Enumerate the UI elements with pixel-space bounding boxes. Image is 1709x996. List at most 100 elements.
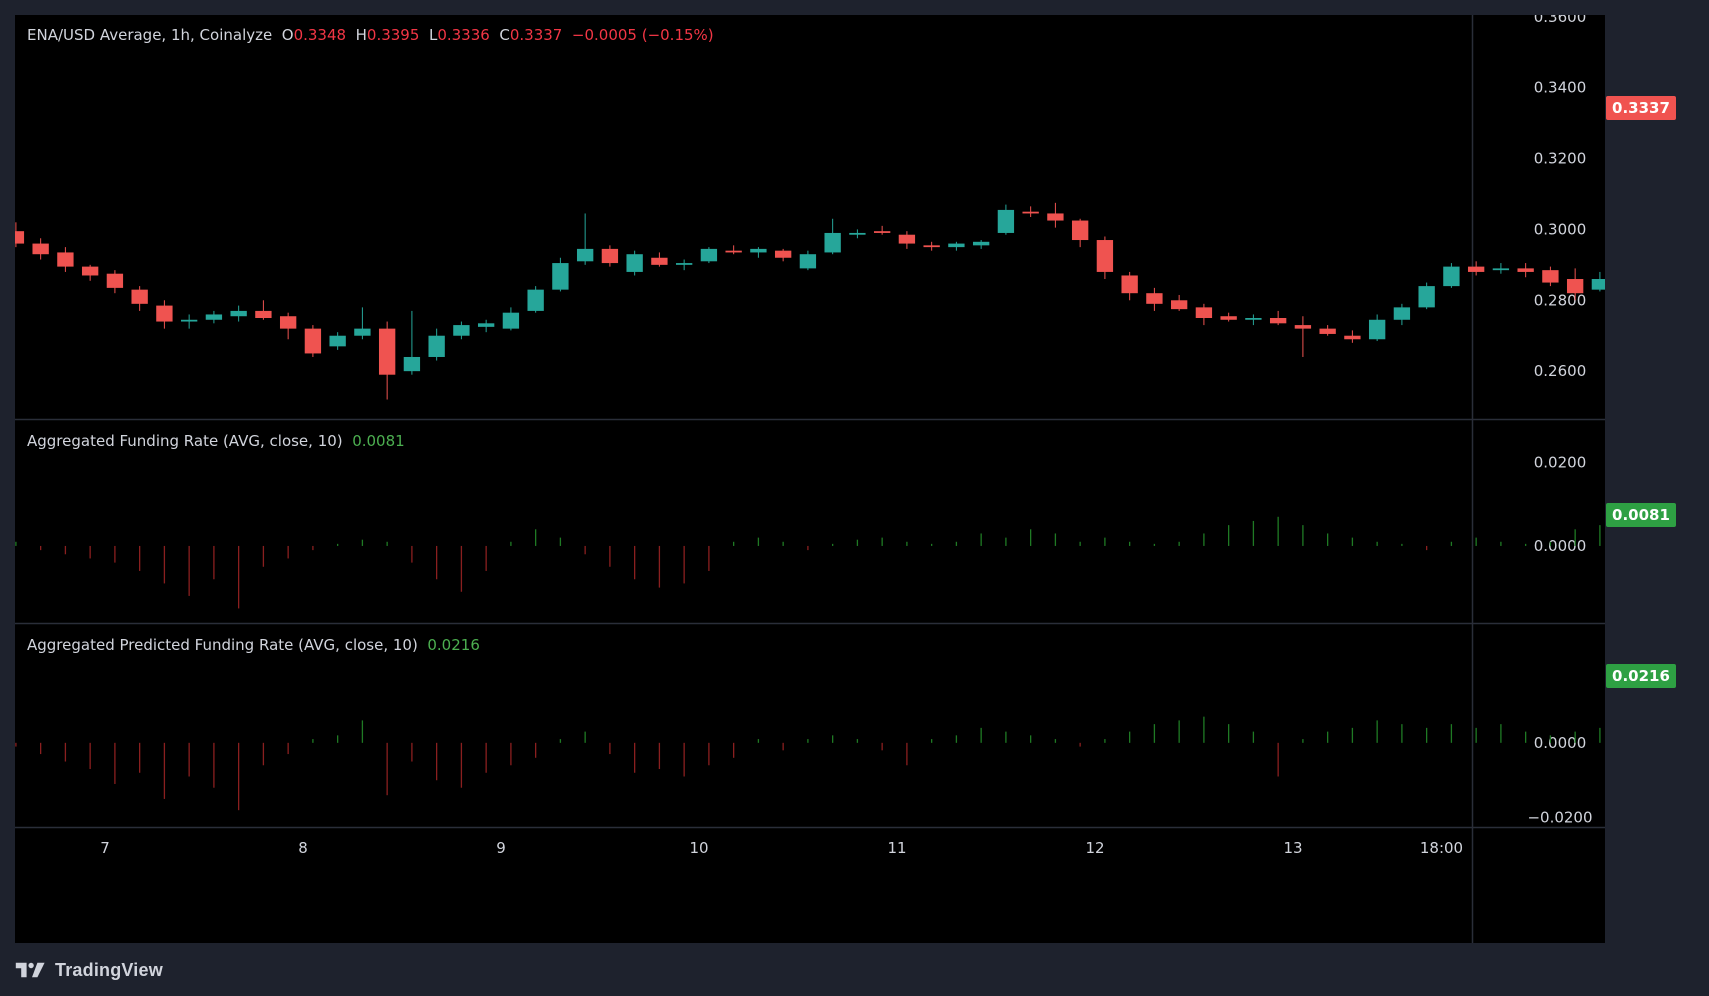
brand[interactable]: TradingView bbox=[15, 958, 163, 982]
time-tick-label: 7 bbox=[100, 839, 110, 857]
candle-body bbox=[1071, 220, 1089, 241]
candle-body bbox=[205, 314, 223, 320]
candle-body bbox=[131, 289, 148, 304]
candle-body bbox=[601, 248, 619, 264]
price-tick-label: 0.3000 bbox=[1534, 220, 1587, 238]
candle-body bbox=[477, 323, 495, 327]
candle-body bbox=[15, 231, 25, 244]
time-tick-label: 8 bbox=[298, 839, 308, 857]
candle-body bbox=[180, 319, 198, 322]
candle-body bbox=[552, 263, 569, 290]
candle-body bbox=[675, 263, 693, 265]
candle-body bbox=[1418, 286, 1435, 308]
time-tick-label: 12 bbox=[1085, 839, 1104, 857]
candle-body bbox=[700, 248, 718, 262]
candle-body bbox=[1542, 270, 1559, 283]
funding-badge: 0.0081 bbox=[1606, 503, 1676, 527]
predicted-legend-value: 0.0216 bbox=[427, 636, 480, 654]
candle-body bbox=[32, 243, 49, 255]
candle-body bbox=[329, 335, 346, 347]
main-legend-symbol: ENA/USD Average, 1h, Coinalyze bbox=[27, 26, 273, 44]
close-value: 0.3337 bbox=[509, 26, 563, 44]
price-tick-label: 0.3200 bbox=[1534, 150, 1587, 168]
candle-body bbox=[1492, 268, 1510, 271]
candle-body bbox=[1591, 279, 1605, 290]
candle-body bbox=[824, 232, 841, 253]
low-value: 0.3336 bbox=[437, 26, 490, 44]
candle-body bbox=[1121, 275, 1138, 294]
main-legend: ENA/USD Average, 1h, Coinalyze O0.3348 H… bbox=[27, 26, 714, 44]
open-value: 0.3348 bbox=[293, 26, 347, 44]
candle-body bbox=[948, 243, 965, 248]
candle-body bbox=[997, 209, 1015, 233]
predicted-tick-label: −0.0200 bbox=[1527, 809, 1592, 827]
candle-body bbox=[453, 325, 470, 336]
candle-body bbox=[156, 305, 173, 322]
candle-body bbox=[725, 250, 742, 253]
candle-body bbox=[1368, 319, 1386, 340]
brand-name: TradingView bbox=[55, 959, 163, 980]
candle-body bbox=[1566, 279, 1584, 294]
funding-legend-value: 0.0081 bbox=[352, 432, 405, 450]
candle-body bbox=[1467, 266, 1485, 272]
candle-body bbox=[1245, 318, 1262, 320]
time-tick-label: 11 bbox=[887, 839, 906, 857]
predicted-legend-title: Aggregated Predicted Funding Rate (AVG, … bbox=[27, 636, 418, 654]
candle-body bbox=[304, 328, 322, 354]
time-tick-label: 10 bbox=[689, 839, 708, 857]
candle-body bbox=[502, 312, 520, 329]
candle-body bbox=[923, 245, 940, 248]
chart-frame: 0.3600 0.3400 0.3200 0.3000 0.2800 0.2600 0.02… bbox=[15, 15, 1676, 943]
candle-body bbox=[403, 356, 421, 372]
open-label: O bbox=[281, 26, 294, 44]
candle-body bbox=[972, 241, 990, 246]
chart-canvas[interactable]: 0.3600 0.3400 0.3200 0.3000 0.2800 0.2600 0.02… bbox=[15, 15, 1605, 943]
funding-tick-label: 0.0200 bbox=[1534, 454, 1587, 472]
time-tick-label: 9 bbox=[496, 839, 506, 857]
candle-body bbox=[527, 289, 544, 311]
candle-body bbox=[255, 310, 272, 318]
candle-body bbox=[106, 273, 124, 288]
candle-body bbox=[81, 266, 99, 276]
candle-body bbox=[378, 328, 396, 375]
predicted-tick-label: 0.0000 bbox=[1534, 734, 1587, 752]
price-tick-label: 0.2800 bbox=[1534, 291, 1587, 309]
candle-body bbox=[1195, 307, 1213, 318]
candle-body bbox=[1220, 316, 1237, 320]
tradingview-logo-icon bbox=[15, 962, 45, 978]
candle-body bbox=[279, 316, 297, 329]
candle-body bbox=[1022, 211, 1039, 214]
candle-body bbox=[576, 248, 594, 262]
funding-legend-title: Aggregated Funding Rate (AVG, close, 10) bbox=[27, 432, 343, 450]
candle-body bbox=[1170, 300, 1188, 310]
candle-body bbox=[57, 252, 74, 267]
funding-legend: Aggregated Funding Rate (AVG, close, 10)… bbox=[27, 432, 405, 450]
candle-body bbox=[1517, 268, 1534, 272]
candle-body bbox=[354, 328, 371, 336]
candle-body bbox=[626, 254, 643, 272]
change-value: −0.0005 (−0.15%) bbox=[571, 26, 714, 44]
price-tick-label: 0.3400 bbox=[1534, 79, 1587, 97]
price-tick-label: 0.3600 bbox=[1534, 15, 1587, 26]
price-tick-label: 0.2600 bbox=[1534, 362, 1587, 380]
candle-body bbox=[1096, 240, 1114, 272]
funding-tick-label: 0.0000 bbox=[1534, 537, 1587, 555]
time-tick-label: 13 bbox=[1283, 839, 1302, 857]
candle-body bbox=[1443, 266, 1460, 287]
predicted-legend: Aggregated Predicted Funding Rate (AVG, … bbox=[27, 636, 480, 654]
candle-body bbox=[799, 254, 817, 269]
candle-body bbox=[1319, 328, 1336, 334]
candle-body bbox=[428, 335, 445, 357]
candle-body bbox=[1047, 213, 1064, 221]
candle-body bbox=[774, 250, 792, 258]
low-label: L bbox=[428, 26, 438, 44]
close-label: C bbox=[499, 26, 510, 44]
candle-body bbox=[849, 232, 866, 235]
candle-body bbox=[873, 231, 891, 233]
candle-body bbox=[1393, 307, 1411, 320]
candle-body bbox=[898, 234, 916, 244]
candle-body bbox=[651, 257, 668, 265]
candle-body bbox=[1146, 293, 1163, 304]
predicted-badge: 0.0216 bbox=[1606, 664, 1676, 688]
high-value: 0.3395 bbox=[366, 26, 420, 44]
